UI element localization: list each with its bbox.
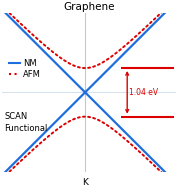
Legend: NM, AFM: NM, AFM	[8, 58, 42, 80]
Text: SCAN
Functional: SCAN Functional	[4, 112, 48, 133]
Text: 1.04 eV: 1.04 eV	[129, 88, 159, 97]
Text: K: K	[82, 178, 88, 187]
Title: Graphene: Graphene	[63, 2, 115, 12]
